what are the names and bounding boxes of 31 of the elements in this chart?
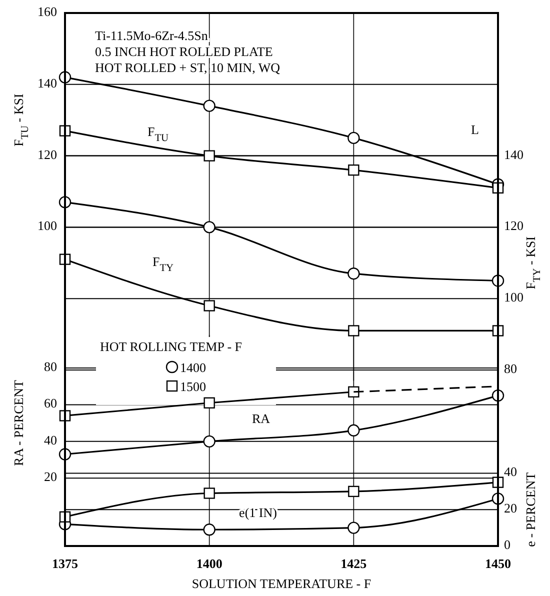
x-tick-label: 1450 [485,556,511,571]
annotation: L [471,122,480,137]
legend-label: 1400 [180,360,206,375]
y2-tick-label: 80 [504,360,517,376]
y-tick-label: 140 [38,75,57,90]
y2-tick-label: 40 [504,464,517,480]
y-axis-title: RA - PERCENT [10,380,26,466]
y-tick-label: 160 [38,4,57,19]
legend-title: HOT ROLLING TEMP - F [100,339,242,354]
y-tick-label: 100 [38,218,57,234]
y-tick-label: 40 [44,432,57,448]
y2-tick-label: 0 [504,536,510,552]
x-tick-label: 1375 [52,556,78,571]
y-tick-label: 60 [44,396,57,411]
y-tick-label: 80 [44,359,57,374]
y2-tick-label: 140 [504,146,524,162]
x-tick-label: 1425 [340,556,368,571]
annotation: HOT ROLLED + ST, 10 MIN, WQ [95,60,281,75]
x-axis-title: SOLUTION TEMPERATURE - F [192,576,372,591]
y2-tick-label: 100 [504,290,524,305]
x-tick-label: 1400 [196,556,222,571]
legend-label: 1500 [180,379,206,394]
y-tick-label: 120 [38,146,57,162]
y2-axis-title: e - PERCENT [522,472,538,547]
y2-tick-label: 20 [504,500,517,516]
annotation: F$_{TU}$ [147,124,170,144]
annotation: F$_{TY}$ [152,254,174,274]
annotation: RA [252,410,271,426]
y-tick-label: 20 [44,469,57,484]
y2-tick-label: 120 [504,218,524,234]
annotation: Ti-11.5Mo-6Zr-4.5Sn [95,28,208,43]
